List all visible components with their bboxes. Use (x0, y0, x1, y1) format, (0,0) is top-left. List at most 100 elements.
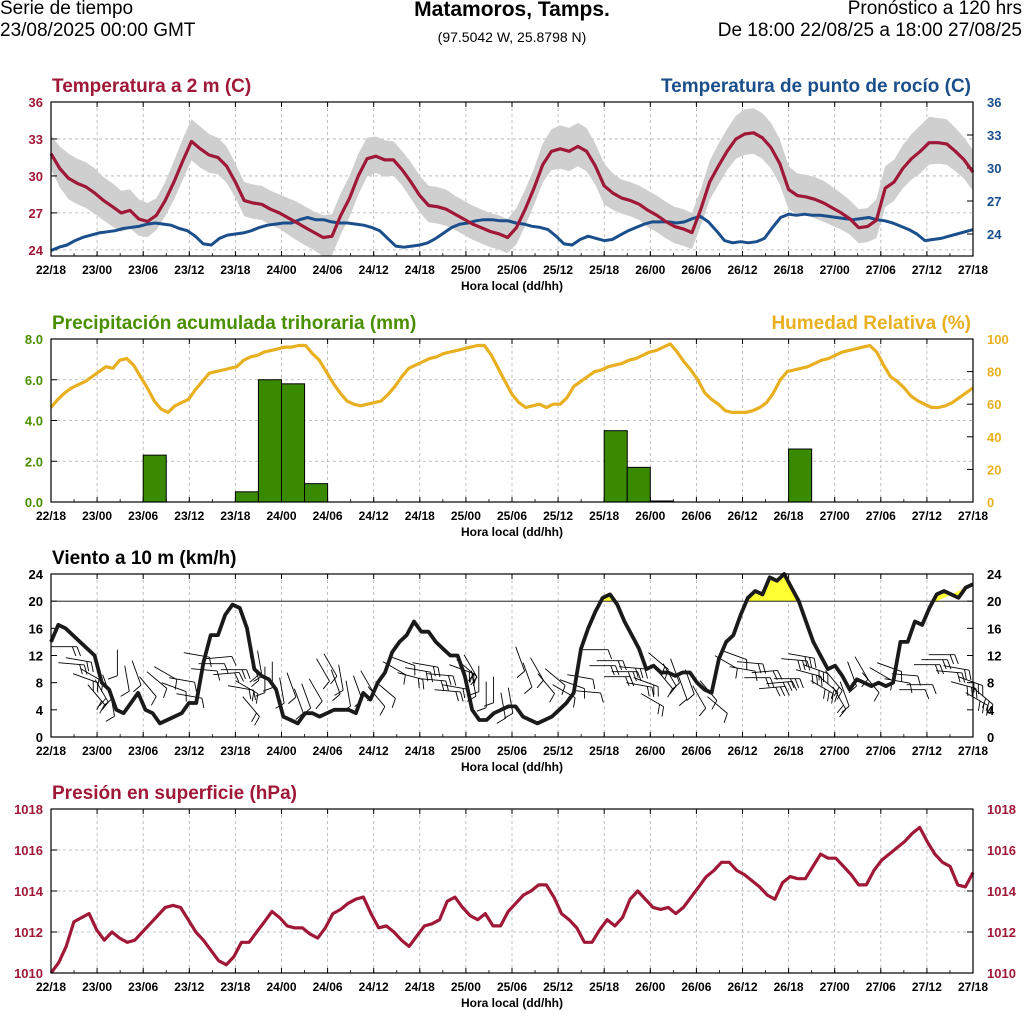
wind-barb-flag (379, 706, 386, 716)
wind-barb (220, 669, 251, 680)
panel-title-dewpoint: Temperatura de punto de rocío (C) (661, 76, 971, 97)
x-tick-label: 26/00 (635, 509, 665, 523)
wind-barb-shaft (574, 690, 601, 694)
wind-barb-flag (251, 679, 260, 687)
wind-barb (242, 696, 260, 726)
x-tick-label: 27/06 (866, 744, 896, 758)
wind-barb (921, 659, 952, 670)
x-axis-label: Hora local (dd/hh) (461, 279, 563, 293)
x-tick-label: 23/00 (82, 263, 112, 277)
wind-barb (65, 657, 94, 673)
x-tick-label: 23/06 (128, 509, 158, 523)
wind-barb-shaft (330, 669, 341, 695)
wind-barb-flag (246, 669, 251, 680)
x-tick-label: 27/18 (958, 980, 988, 994)
wind-barb-flag (150, 696, 157, 706)
plot-frame (50, 338, 974, 503)
wind-barb-flag (83, 664, 88, 675)
wind-barb-flag (99, 697, 107, 707)
x-tick-label: 22/18 (36, 744, 66, 758)
wind-barb-shaft (670, 658, 680, 684)
x-tick-label: 25/00 (451, 509, 481, 523)
x-tick-label: 23/00 (82, 744, 112, 758)
wind-barb-flag (622, 660, 627, 671)
x-tick-label: 23/18 (220, 263, 250, 277)
wind-barb-flag (561, 685, 566, 695)
x-tick-label: 26/12 (727, 509, 757, 523)
y-tick-label-right: 4 (987, 703, 995, 718)
x-tick-label: 25/18 (589, 980, 619, 994)
wind-barb-flag (968, 670, 972, 681)
wind-barb-flag (942, 659, 947, 670)
y-tick-label-right: 40 (987, 430, 1001, 445)
y-tick-label-right: 1018 (987, 802, 1016, 817)
x-tick-label: 26/12 (727, 744, 757, 758)
x-tick-label: 27/00 (820, 744, 850, 758)
wind-barb (476, 681, 487, 712)
wind-barb-flag (797, 659, 801, 670)
wind-barb (692, 685, 707, 717)
y-tick-label-left: 8.0 (25, 332, 43, 347)
wind-barb-flag (754, 671, 758, 682)
y-tick-label-right: 16 (987, 621, 1001, 636)
panel-title-temperature: Temperatura a 2 m (C) (52, 76, 251, 97)
y-tick-label-right: 20 (987, 462, 1001, 477)
wind-barb (537, 673, 555, 703)
y-tick-label-left: 20 (29, 594, 43, 609)
wind-barb-flag (107, 675, 118, 680)
wind-barb-flag (939, 664, 944, 675)
wind-barb (323, 653, 338, 685)
wind-barb (567, 674, 596, 690)
wind-barb (839, 681, 850, 713)
wind-barb-flag (964, 669, 967, 680)
x-tick-label: 23/12 (174, 980, 204, 994)
wind-barb-flag (985, 701, 990, 711)
wind-barb-shaft (515, 646, 526, 672)
wind-barb (330, 669, 341, 701)
wind-barb (862, 672, 880, 702)
wind-barb-flag (779, 686, 786, 697)
wind-barb-flag (484, 702, 494, 707)
y-tick-label-left: 6.0 (25, 373, 43, 388)
wind-barb-flag (989, 704, 994, 714)
wind-barb (293, 688, 304, 720)
x-tick-label: 25/06 (497, 509, 527, 523)
wind-barb-flag (440, 680, 445, 691)
wind-barb-shaft (131, 660, 142, 686)
wind-barb-shaft (286, 672, 297, 698)
wind-barb-flag (954, 654, 959, 665)
wind-barb (161, 682, 187, 702)
x-tick-label: 26/12 (727, 980, 757, 994)
y-tick-label-left: 0.0 (25, 495, 43, 510)
wind-barb-flag (831, 693, 834, 704)
wind-barb (469, 665, 480, 696)
wind-barb-shaft (146, 671, 168, 689)
wind-barb-flag (836, 704, 844, 714)
wind-barb-flag (288, 696, 297, 704)
x-tick-label: 22/18 (36, 263, 66, 277)
wind-barb-flag (661, 706, 665, 717)
wind-barb-flag (524, 686, 533, 694)
header-right: Pronóstico a 120 hrs De 18:00 22/08/25 a… (718, 0, 1022, 42)
x-tick-label: 26/18 (774, 744, 804, 758)
wind-barb-flag (971, 687, 973, 698)
wind-barb (795, 669, 823, 687)
wind-barb-flag (809, 657, 812, 668)
wind-barb (574, 690, 604, 703)
wind-barb-flag (806, 660, 811, 671)
panel-title-pressure: Presión en superficie (hPa) (52, 783, 297, 804)
y-tick-label-right: 24 (987, 227, 1002, 242)
wind-barb (227, 685, 256, 701)
y-tick-label-left: 24 (29, 243, 44, 258)
wind-barb (176, 693, 205, 709)
y-tick-label-right: 30 (987, 161, 1001, 176)
x-tick-label: 27/06 (866, 509, 896, 523)
x-tick-label: 24/18 (405, 509, 435, 523)
wind-barb (906, 684, 937, 695)
wind-barb-shaft (161, 682, 187, 692)
wind-barb (427, 673, 457, 686)
wind-barb-flag (657, 704, 660, 715)
wind-barb-flag (787, 681, 793, 692)
panel-title-wind: Viento a 10 m (km/h) (52, 548, 236, 569)
wind-barb (58, 662, 88, 675)
